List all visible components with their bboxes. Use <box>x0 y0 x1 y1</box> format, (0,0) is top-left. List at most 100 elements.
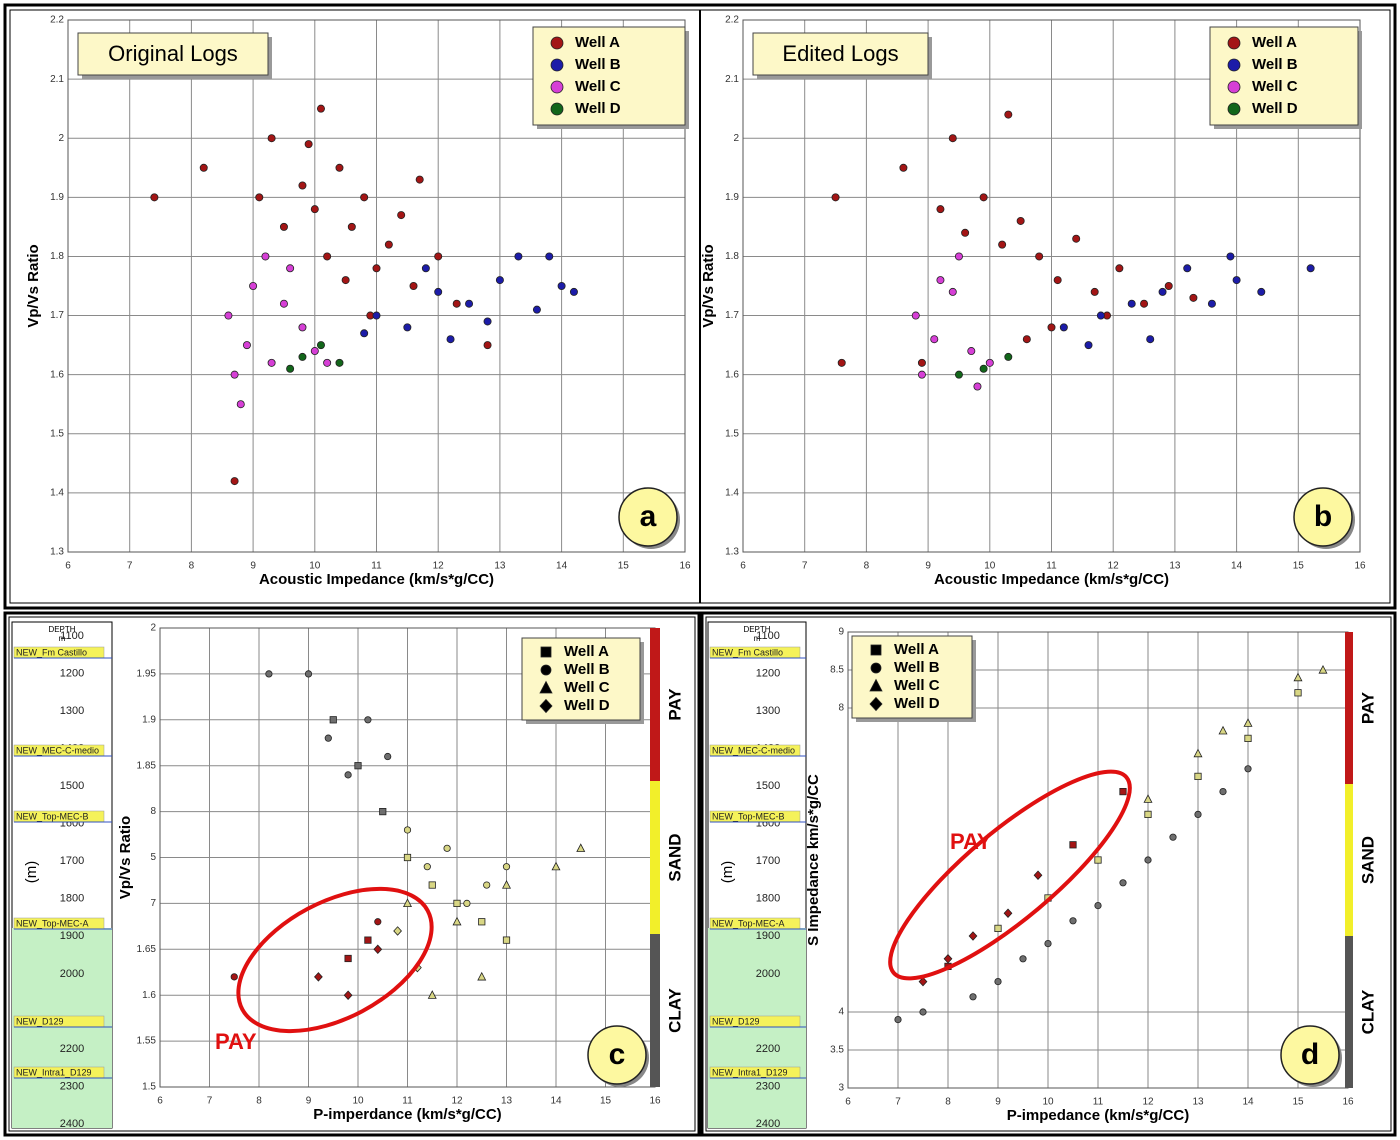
legend-label: Well D <box>894 695 940 712</box>
marker <box>463 899 471 908</box>
x-tick-label: 16 <box>649 1096 661 1107</box>
marker <box>403 853 412 862</box>
y-tick-label: 1.8 <box>725 251 739 262</box>
marker <box>985 358 994 367</box>
zone-band <box>650 934 660 1087</box>
legend-label: Well B <box>575 56 621 73</box>
legend-label: Well B <box>894 659 940 676</box>
y-tick-label: 4 <box>838 1007 844 1018</box>
depth-label: 1100 <box>60 630 84 642</box>
marker <box>495 276 504 285</box>
panel-letter: c <box>609 1038 626 1071</box>
marker <box>1227 58 1241 72</box>
x-tick-label: 9 <box>925 561 931 572</box>
y-tick-label: 1.4 <box>725 488 739 499</box>
marker <box>242 341 251 350</box>
formation-label: NEW_Fm Castillo <box>712 647 783 657</box>
marker <box>1090 287 1099 296</box>
marker <box>224 311 233 320</box>
marker <box>267 358 276 367</box>
marker <box>539 698 553 714</box>
zone-band <box>650 781 660 934</box>
legend-label: Well D <box>564 697 610 714</box>
marker <box>894 1015 902 1024</box>
marker <box>514 252 523 261</box>
y-tick-label: 2.2 <box>725 15 739 26</box>
marker <box>1033 870 1043 880</box>
y-axis-title: Vp/Vs Ratio <box>117 816 134 899</box>
marker <box>994 977 1002 986</box>
marker <box>483 317 492 326</box>
zone-label: CLAY <box>1358 989 1377 1034</box>
y-tick-label: 2 <box>150 623 156 634</box>
y-tick-label: 1.8 <box>50 251 64 262</box>
marker <box>335 358 344 367</box>
x-tick-label: 16 <box>1342 1097 1354 1108</box>
marker <box>393 926 402 936</box>
marker <box>1164 281 1173 290</box>
marker <box>1115 264 1124 273</box>
marker <box>869 696 883 712</box>
marker <box>199 163 208 172</box>
marker <box>954 252 963 261</box>
marker <box>1183 264 1192 273</box>
x-tick-label: 12 <box>451 1096 463 1107</box>
x-axis-title: Acoustic Impedance (km/s*g/CC) <box>934 571 1169 588</box>
annotation: PAY <box>215 1029 257 1054</box>
y-tick-label: 5 <box>150 852 156 863</box>
marker <box>1119 879 1127 887</box>
chart: 6 7 8 9 10 11 12 13 14 15 16 1.3 1.4 1.5 1.6 1.7 1.8 1.9 2… <box>700 15 1366 588</box>
marker <box>1227 36 1241 50</box>
marker <box>344 771 352 779</box>
marker <box>1306 264 1315 273</box>
depth-label: 1500 <box>756 780 780 792</box>
x-tick-label: 6 <box>157 1096 163 1107</box>
marker <box>1144 810 1152 819</box>
marker <box>347 222 356 231</box>
marker <box>373 944 383 955</box>
panel-letter-circle <box>618 487 678 547</box>
marker <box>434 252 443 261</box>
marker <box>279 222 288 231</box>
depth-label: 1200 <box>756 667 780 679</box>
x-tick-label: 11 <box>1046 561 1057 572</box>
formation-label: NEW_MEC-C-medio <box>712 745 795 755</box>
formation-label: NEW_Intra1_D129 <box>16 1067 92 1077</box>
marker <box>837 358 846 367</box>
y-tick-label: 1.5 <box>142 1082 156 1093</box>
marker <box>930 335 939 344</box>
marker <box>1094 856 1102 864</box>
legend-label: Well A <box>575 34 620 51</box>
marker <box>1003 908 1013 918</box>
x-tick-label: 14 <box>1242 1097 1254 1108</box>
marker <box>427 990 437 999</box>
marker <box>323 358 332 367</box>
marker <box>298 323 307 332</box>
marker <box>1143 794 1153 803</box>
frame-c-inner <box>8 616 696 1132</box>
marker <box>1169 833 1177 841</box>
marker <box>550 80 564 94</box>
y-tick-label: 3.5 <box>830 1045 844 1056</box>
marker <box>384 752 392 761</box>
chart-title: Edited Logs <box>782 41 898 66</box>
x-tick-label: 8 <box>945 1097 951 1108</box>
marker <box>968 931 978 941</box>
marker <box>551 861 561 871</box>
formation-label: NEW_Top-MEC-B <box>712 811 785 821</box>
marker <box>502 863 511 871</box>
marker <box>230 973 238 981</box>
marker <box>1293 672 1303 682</box>
marker <box>550 102 564 116</box>
depth-label: 2400 <box>60 1118 84 1130</box>
frame-d <box>700 611 1397 1137</box>
marker <box>870 662 882 674</box>
legend-label: Well A <box>564 643 609 660</box>
y-tick-label: 2.1 <box>50 74 64 85</box>
y-tick-label: 1.3 <box>50 547 64 558</box>
depth-track: DEPTHm(m)1100120013001400150016001700180… <box>11 621 113 1130</box>
marker <box>1146 335 1155 344</box>
marker <box>403 898 412 907</box>
marker <box>249 281 258 290</box>
zone-label: PAY <box>1358 691 1377 724</box>
